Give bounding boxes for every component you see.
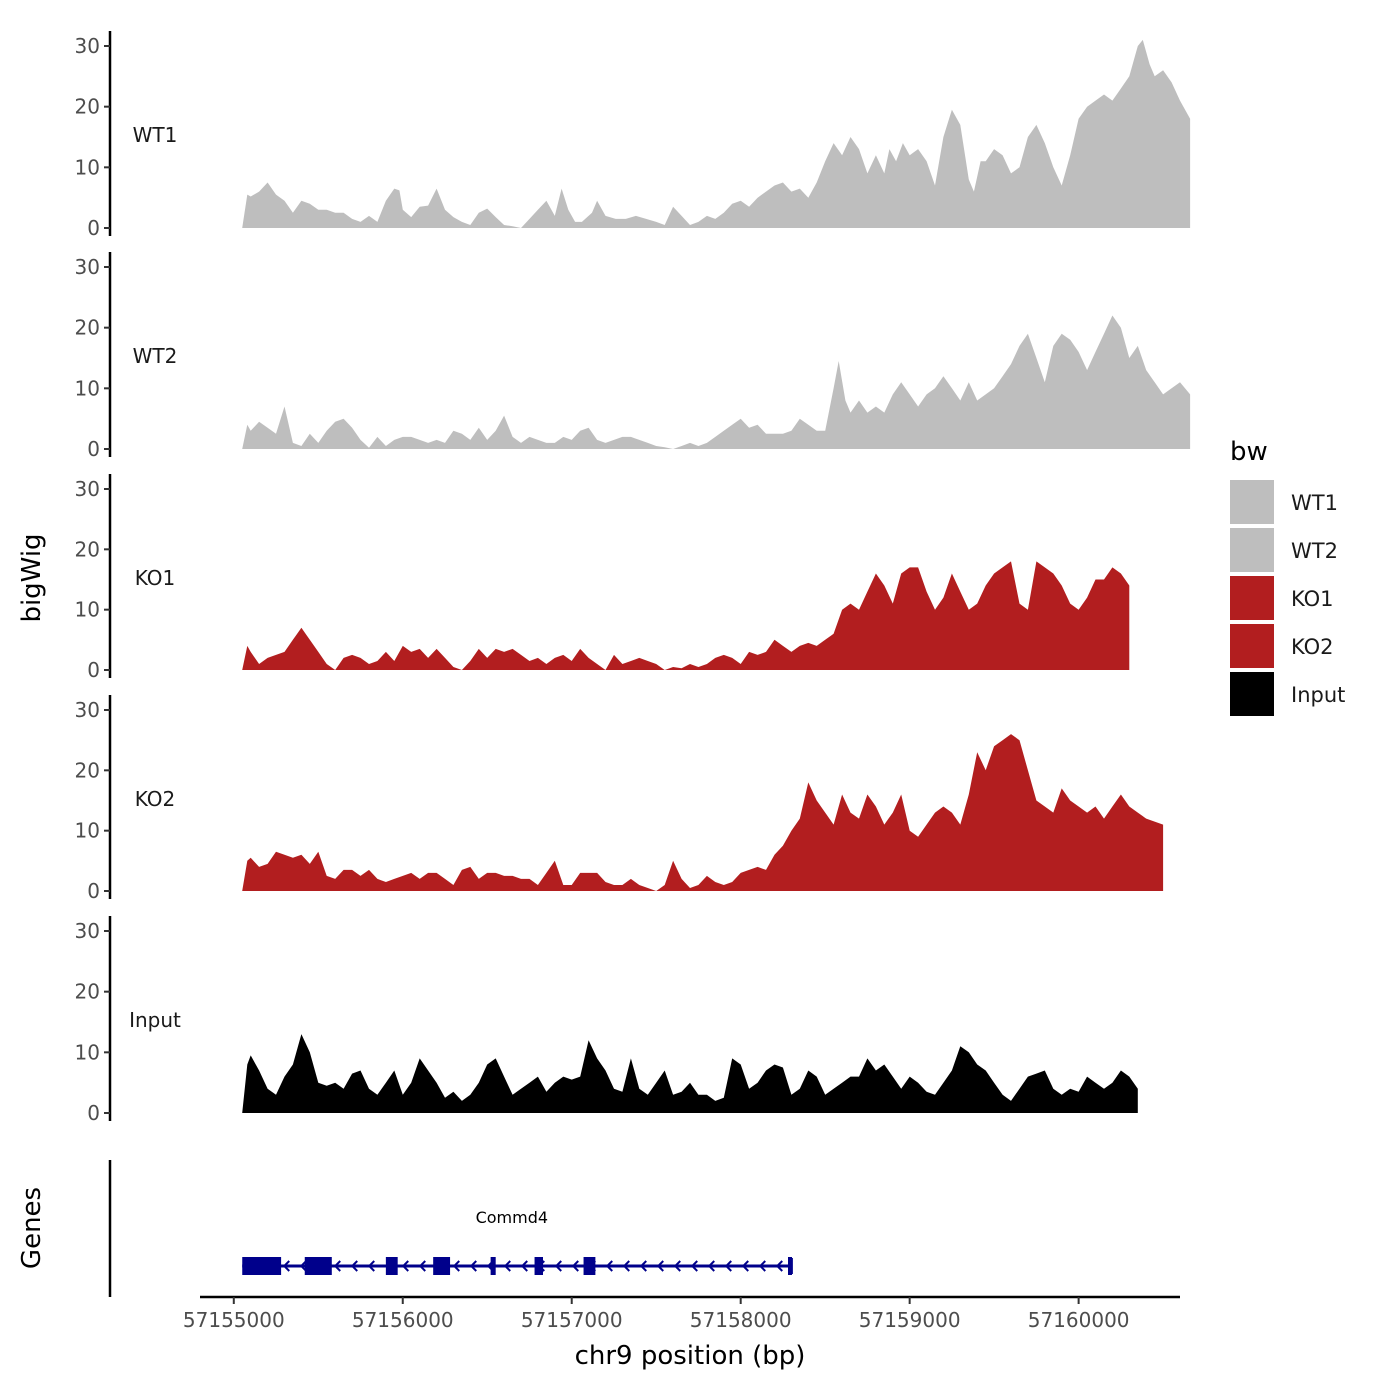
x-tick-label: 57156000	[352, 1308, 454, 1332]
strand-arrow	[622, 1260, 630, 1272]
y-tick-label: 10	[75, 819, 100, 843]
strand-arrow	[418, 1260, 426, 1272]
strand-arrow	[401, 1260, 409, 1272]
x-tick-label: 57159000	[859, 1308, 961, 1332]
track-label-ko2: KO2	[135, 787, 176, 811]
y-tick-label: 20	[75, 758, 100, 782]
strand-arrow	[724, 1260, 732, 1272]
gene-exon	[385, 1257, 398, 1275]
track-ko1: 0 10 20 30 KO1	[75, 474, 1130, 682]
y-tick-label: 20	[75, 980, 100, 1004]
area-ko2	[242, 734, 1164, 891]
x-tick-label: 57155000	[183, 1308, 285, 1332]
y-tick-label: 0	[87, 658, 100, 682]
x-axis-title: chr9 position (bp)	[575, 1341, 806, 1371]
gene-exon	[490, 1257, 496, 1275]
genes-axis-title: Genes	[17, 1187, 47, 1269]
strand-arrow	[571, 1260, 579, 1272]
strand-arrow	[520, 1260, 528, 1272]
area-ko1	[242, 561, 1130, 670]
gene-label: Commd4	[476, 1208, 548, 1227]
y-tick-label: 0	[87, 1101, 100, 1125]
track-label-input: Input	[129, 1008, 181, 1032]
x-tick-label: 57157000	[521, 1308, 623, 1332]
legend-label-ko1: KO1	[1291, 587, 1334, 611]
strand-arrow	[656, 1260, 664, 1272]
legend-key-wt2	[1230, 528, 1274, 572]
strand-arrow	[469, 1260, 477, 1272]
y-tick-label: 0	[87, 216, 100, 240]
y-tick-label: 30	[75, 919, 100, 943]
track-wt1: 0 10 20 30 WT1	[75, 31, 1191, 240]
strand-arrow	[758, 1260, 766, 1272]
track-wt2: 0 10 20 30 WT2	[75, 252, 1191, 461]
track-ko2: 0 10 20 30 KO2	[75, 695, 1164, 903]
y-axis-title: bigWig	[17, 533, 47, 622]
legend-title: bw	[1230, 437, 1268, 467]
strand-arrow	[333, 1260, 341, 1272]
legend-label-input: Input	[1291, 683, 1345, 707]
y-tick-label: 10	[75, 1040, 100, 1064]
area-wt1	[242, 39, 1191, 229]
strand-arrow	[554, 1260, 562, 1272]
legend: bw WT1 WT2 KO1 KO2 Input	[1230, 437, 1345, 716]
track-label-ko1: KO1	[135, 566, 176, 590]
legend-key-ko2	[1230, 624, 1274, 668]
tracks-group: 0 10 20 30 WT1 0 10 20 30 WT2 0 10 20 30 KO1 0 10 20 30 KO2…	[75, 31, 1191, 1125]
y-tick-label: 10	[75, 155, 100, 179]
strand-arrow	[639, 1260, 647, 1272]
gene-exon	[583, 1257, 596, 1275]
x-tick-label: 57158000	[690, 1308, 792, 1332]
y-tick-label: 0	[87, 879, 100, 903]
strand-arrow	[673, 1260, 681, 1272]
y-tick-label: 20	[75, 316, 100, 340]
legend-key-ko1	[1230, 576, 1274, 620]
y-tick-label: 20	[75, 537, 100, 561]
legend-key-input	[1230, 672, 1274, 716]
strand-arrow	[707, 1260, 715, 1272]
legend-label-wt2: WT2	[1291, 539, 1338, 563]
strand-arrow	[503, 1260, 511, 1272]
strand-arrow	[690, 1260, 698, 1272]
strand-arrow	[299, 1260, 307, 1272]
gene-exon	[788, 1257, 792, 1275]
legend-key-wt1	[1230, 480, 1274, 524]
strand-arrow	[605, 1260, 613, 1272]
gene-commd4: Commd4	[242, 1208, 793, 1275]
y-tick-label: 10	[75, 376, 100, 400]
track-input: 0 10 20 30 Input	[75, 916, 1138, 1125]
strand-arrow	[367, 1260, 375, 1272]
gene-exon	[242, 1257, 282, 1275]
y-tick-label: 30	[75, 255, 100, 279]
y-tick-label: 30	[75, 477, 100, 501]
y-tick-label: 30	[75, 34, 100, 58]
y-tick-label: 10	[75, 598, 100, 622]
track-label-wt2: WT2	[133, 344, 178, 368]
gene-exon	[304, 1257, 332, 1275]
track-label-wt1: WT1	[133, 123, 178, 147]
x-tick-label: 57160000	[1028, 1308, 1130, 1332]
legend-label-wt1: WT1	[1291, 491, 1338, 515]
genes-panel: Commd4	[108, 1160, 793, 1297]
y-tick-label: 20	[75, 95, 100, 119]
area-wt2	[242, 315, 1191, 449]
strand-arrow	[775, 1260, 783, 1272]
y-tick-label: 0	[87, 437, 100, 461]
gene-exon	[433, 1257, 451, 1275]
legend-label-ko2: KO2	[1291, 635, 1334, 659]
area-input	[242, 1034, 1138, 1113]
strand-arrow	[350, 1260, 358, 1272]
gene-exon	[534, 1257, 543, 1275]
y-tick-label: 30	[75, 698, 100, 722]
strand-arrow	[282, 1260, 290, 1272]
strand-arrow	[452, 1260, 460, 1272]
x-axis: 57155000 57156000 57157000 57158000 57159000…	[183, 1295, 1180, 1332]
strand-arrow	[741, 1260, 749, 1272]
